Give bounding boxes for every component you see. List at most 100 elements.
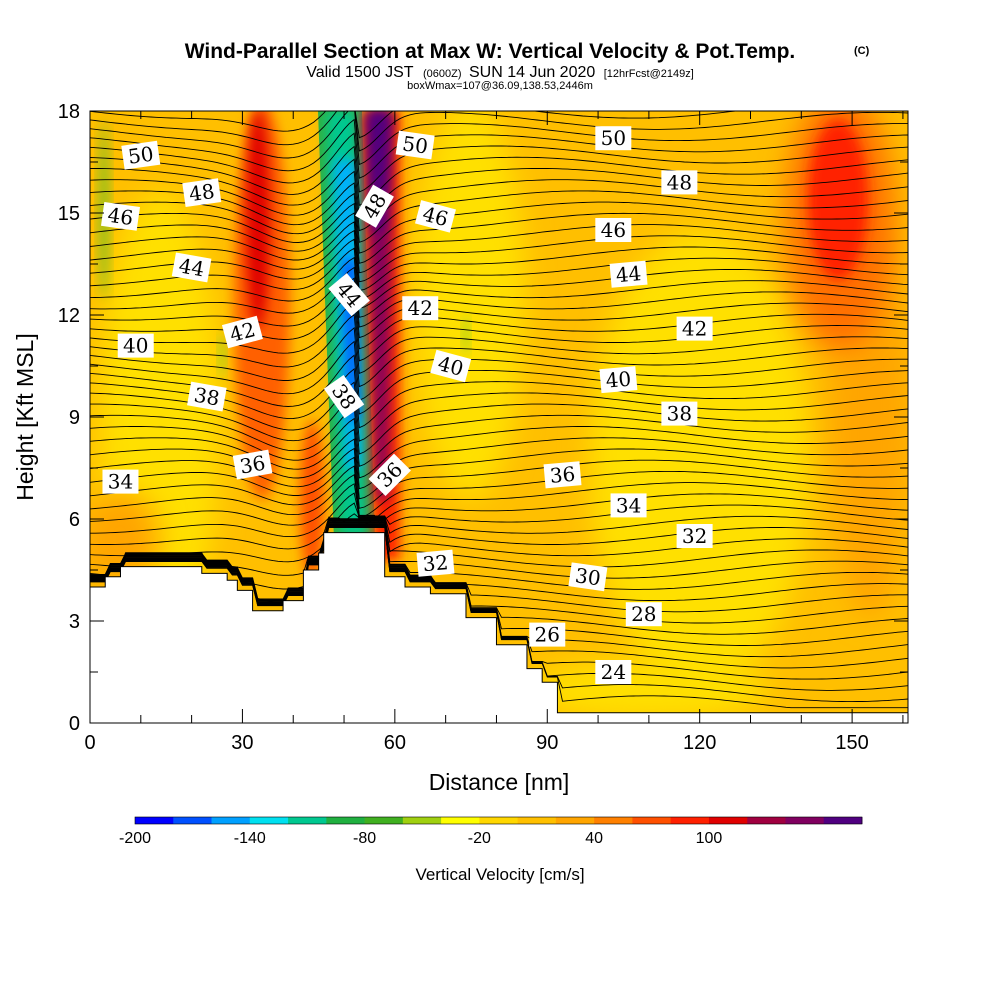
colorbar-swatch (670, 817, 710, 824)
theta-label: 38 (323, 374, 365, 419)
theta-label-text: 50 (401, 131, 430, 158)
colorbar-swatch (632, 817, 672, 824)
theta-label: 36 (543, 461, 582, 489)
colorbar: -200 -140 -80 -20 40 100 (119, 816, 863, 847)
valid-utc: (0600Z) (423, 68, 462, 80)
theta-label-box (595, 126, 632, 151)
theta-contours (90, 111, 908, 709)
theta-label-text: 42 (682, 317, 707, 341)
theta-label: 48 (182, 178, 222, 207)
theta-contour-line (90, 513, 908, 563)
x-tick-label: 30 (231, 732, 253, 754)
theta-contour-line (90, 158, 908, 219)
theta-contour-line (90, 132, 908, 193)
theta-contour-line (90, 221, 908, 283)
theta-contour-line (90, 502, 908, 550)
colorbar-frame (134, 816, 863, 825)
y-tick-label: 6 (69, 509, 80, 531)
theta-label-text: 32 (422, 550, 449, 576)
theta-contour-line (90, 520, 908, 613)
theta-label-box (414, 200, 456, 233)
theta-label: 50 (595, 126, 632, 151)
theta-contour-line (90, 111, 908, 166)
theta-contour-line (90, 229, 908, 292)
colorbar-tick-label: -140 (234, 830, 266, 847)
theta-label: 50 (121, 140, 161, 170)
copyright-mark: (C) (854, 45, 870, 57)
theta-label-box (529, 622, 566, 647)
theta-label-text: 48 (188, 179, 217, 206)
theta-contour-line (90, 118, 908, 179)
theta-label-text: 50 (601, 126, 626, 150)
theta-label-text: 46 (106, 203, 135, 230)
y-tick-label: 15 (58, 203, 80, 225)
theta-contour-line (90, 522, 908, 646)
x-axis: 0 30 60 90 120 150 (84, 111, 904, 754)
theta-contour-line (90, 465, 908, 527)
valid-date: SUN 14 Jun 2020 (469, 64, 595, 81)
theta-label-text: 40 (605, 367, 632, 393)
x-tick-label: 90 (536, 732, 558, 754)
x-tick-label: 120 (683, 732, 716, 754)
theta-contour-line (90, 247, 908, 309)
theta-contour-line (90, 300, 908, 362)
theta-contour-line (90, 354, 908, 415)
theta-label: 48 (661, 170, 698, 195)
theta-contour-line (90, 202, 908, 264)
orange-patch-left (90, 490, 160, 590)
colorbar-swatch (555, 817, 595, 824)
box-info: boxWmax=107@36.09,138.53,2446m (407, 80, 593, 92)
y-tick-label: 12 (58, 305, 80, 327)
theta-contour-line (90, 417, 908, 479)
theta-label-text: 44 (177, 253, 206, 281)
downdraft-small-left (219, 333, 225, 377)
theta-label: 46 (100, 202, 140, 231)
theta-label-text: 44 (615, 261, 642, 287)
theta-label: 40 (117, 333, 154, 358)
colorbar-swatch (708, 817, 748, 824)
colorbar-tick-label: 100 (696, 830, 723, 847)
theta-contour-line (90, 266, 908, 328)
colorbar-tick-label: -80 (353, 830, 376, 847)
colorbar-swatch (402, 817, 442, 824)
theta-contour-line (90, 519, 908, 604)
theta-label-box (395, 130, 435, 160)
theta-label: 32 (676, 524, 713, 548)
y-tick-label: 9 (69, 407, 80, 429)
theta-label-text: 24 (601, 660, 626, 684)
theta-contour-line (90, 238, 908, 300)
theta-label: 42 (676, 316, 713, 341)
theta-contour-line (90, 111, 740, 139)
theta-contour-line (90, 474, 908, 525)
theta-contour-line (90, 492, 908, 538)
theta-label-text: 26 (535, 623, 560, 647)
theta-label: 50 (395, 130, 435, 160)
theta-label: 42 (402, 296, 439, 321)
theta-contour-line (90, 520, 908, 602)
theta-contour-line (90, 438, 908, 500)
colorbar-label: Vertical Velocity [cm/s] (415, 865, 584, 884)
theta-label-box (328, 273, 370, 317)
theta-label-text: 40 (123, 334, 148, 358)
forecast-info: [12hrFcst@2149z] (604, 68, 694, 80)
theta-contour-line (90, 456, 908, 518)
theta-label-box (661, 401, 698, 426)
updraft-right-core (808, 120, 868, 280)
theta-label: 46 (595, 218, 632, 242)
y-tick-label: 0 (69, 713, 80, 735)
x-tick-label: 0 (84, 732, 95, 754)
theta-contour-line (90, 394, 908, 455)
theta-label: 34 (102, 469, 139, 494)
theta-label-box (171, 252, 212, 283)
theta-label: 26 (529, 622, 566, 647)
theta-label-box (102, 469, 139, 494)
theta-contour-line (90, 523, 908, 658)
theta-contour-line (90, 428, 908, 490)
theta-contour-line (90, 406, 908, 467)
theta-contour-line (90, 340, 908, 401)
theta-label-box (323, 374, 365, 419)
downdraft-small-mid (463, 315, 469, 355)
chart-title: Wind-Parallel Section at Max W: Vertical… (185, 40, 796, 63)
weak-updraft-area-right (590, 230, 810, 690)
theta-label-box (187, 381, 227, 412)
